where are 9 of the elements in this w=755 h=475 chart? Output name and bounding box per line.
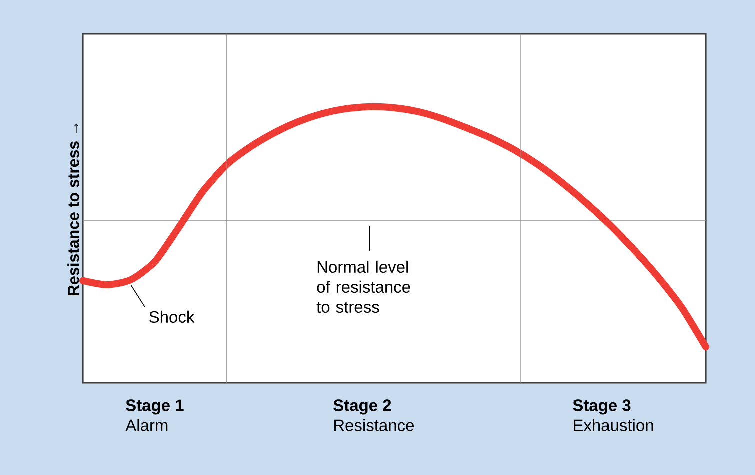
- annotation: Shock: [150, 310, 195, 324]
- text: Resistance: [334, 419, 414, 432]
- ref-line-label: Normal level of resistance to stress: [316, 260, 410, 314]
- y-axis-title: Resistance to stress →: [68, 124, 80, 296]
- text: Stage 3: [573, 400, 631, 415]
- text: Stage 2: [334, 400, 392, 415]
- text: Exhaustion: [574, 419, 654, 432]
- text: Stage 1: [126, 400, 184, 415]
- text: Alarm: [126, 419, 168, 432]
